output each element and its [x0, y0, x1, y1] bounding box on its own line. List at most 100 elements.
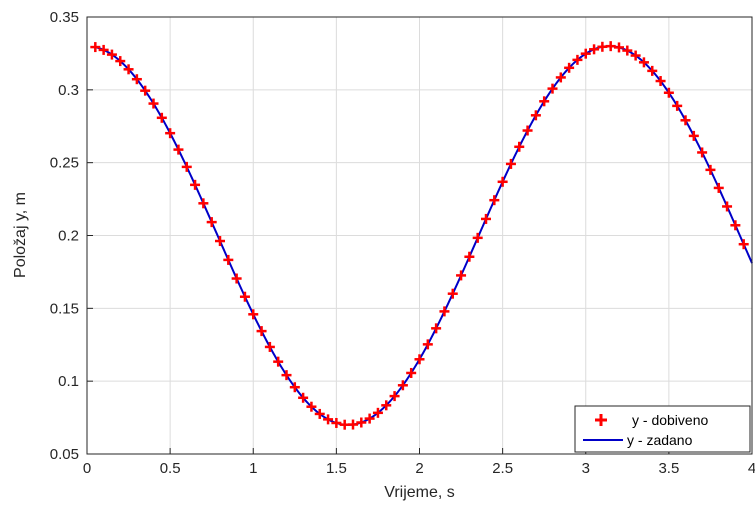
marker-point [638, 57, 649, 68]
marker-point [489, 195, 500, 206]
legend-label-dobiveno: y - dobiveno [632, 412, 708, 428]
marker-point [431, 323, 442, 334]
marker-point [738, 239, 749, 250]
y-tick-label: 0.25 [50, 155, 79, 172]
x-tick-label: 1 [249, 460, 257, 477]
y-tick-label: 0.35 [50, 9, 79, 26]
x-tick-label: 1.5 [326, 460, 347, 477]
marker-point [472, 232, 483, 243]
marker-point [705, 164, 716, 175]
x-tick-label: 3 [582, 460, 590, 477]
x-axis-label: Vrijeme, s [384, 484, 455, 501]
y-tick-label: 0.15 [50, 300, 79, 317]
marker-point [115, 56, 126, 67]
marker-point [464, 251, 475, 262]
marker-point [680, 115, 691, 126]
marker-point [156, 112, 167, 123]
legend: y - dobiveno y - zadano [574, 405, 751, 453]
marker-point [397, 380, 408, 391]
marker-point [264, 341, 275, 352]
marker-point [414, 354, 425, 365]
x-tick-label: 0.5 [160, 460, 181, 477]
marker-point [589, 44, 600, 55]
marker-point [688, 130, 699, 141]
marker-point [273, 356, 284, 367]
marker-point [530, 110, 541, 121]
y-tick-label: 0.3 [58, 82, 79, 99]
marker-point [331, 417, 342, 428]
marker-point [522, 125, 533, 136]
marker-point [140, 85, 151, 96]
marker-point [256, 326, 267, 337]
marker-point [713, 182, 724, 193]
x-tick-labels: 0 0.5 1 1.5 2 2.5 3 3.5 4 [83, 460, 755, 477]
marker-point [439, 306, 450, 317]
marker-point [572, 54, 583, 65]
x-tick-label: 2 [415, 460, 423, 477]
marker-point [722, 201, 733, 212]
marker-point [614, 42, 624, 53]
marker-point [663, 87, 674, 98]
marker-point [148, 98, 159, 109]
marker-point [389, 391, 400, 402]
marker-point [190, 179, 201, 190]
marker-point [622, 45, 633, 56]
marker-point [505, 158, 516, 169]
marker-point [231, 273, 242, 284]
marker-point [298, 392, 309, 403]
marker-point [456, 270, 467, 281]
legend-box [574, 405, 751, 453]
y-axis-label: Položaj y, m [12, 192, 29, 278]
marker-point [106, 49, 117, 60]
marker-point [605, 41, 616, 52]
y-tick-label: 0.2 [58, 228, 79, 245]
marker-point [730, 220, 741, 231]
marker-point [90, 42, 101, 53]
legend-label-zadano: y - zadano [627, 432, 693, 448]
x-tick-label: 3.5 [658, 460, 679, 477]
marker-point [173, 144, 184, 155]
x-tick-label: 0 [83, 460, 91, 477]
x-tick-label: 2.5 [492, 460, 513, 477]
marker-point [372, 407, 383, 418]
marker-point [655, 76, 666, 87]
y-tick-label: 0.05 [50, 446, 79, 463]
marker-point [165, 128, 176, 139]
marker-point [381, 400, 392, 411]
marker-point [364, 413, 375, 424]
marker-point [547, 83, 558, 94]
marker-point [123, 64, 134, 75]
y-tick-label: 0.1 [58, 373, 79, 390]
y-tick-labels: 0.05 0.1 0.15 0.2 0.25 0.3 0.35 [50, 9, 79, 463]
marker-point [98, 44, 109, 55]
marker-point [131, 74, 142, 85]
marker-point [539, 96, 550, 107]
marker-point [223, 254, 234, 265]
marker-point [198, 198, 209, 209]
marker-point [356, 417, 367, 428]
series-markers-group [90, 41, 749, 430]
plot-frame [86, 16, 753, 455]
marker-point [630, 50, 641, 61]
marker-point [306, 401, 317, 412]
marker-point [289, 382, 300, 393]
marker-point [647, 65, 658, 76]
x-tick-label: 4 [748, 460, 755, 477]
marker-point [348, 419, 358, 430]
marker-point [181, 161, 192, 172]
marker-point [422, 339, 433, 350]
marker-point [323, 414, 334, 425]
marker-point [555, 72, 566, 83]
marker-point [580, 48, 591, 59]
marker-point [481, 213, 491, 224]
marker-point [206, 217, 217, 228]
marker-point [248, 309, 259, 320]
marker-point [514, 141, 525, 152]
marker-point [406, 367, 417, 378]
marker-point [447, 288, 458, 299]
marker-point [314, 408, 325, 419]
marker-point [697, 147, 708, 158]
marker-point [281, 370, 292, 381]
marker-point [215, 236, 225, 247]
marker-point [564, 62, 575, 73]
